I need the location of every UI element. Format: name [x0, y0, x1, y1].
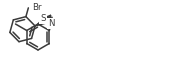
- Text: Br: Br: [32, 3, 41, 12]
- Text: N: N: [48, 19, 55, 28]
- Text: S: S: [40, 14, 46, 23]
